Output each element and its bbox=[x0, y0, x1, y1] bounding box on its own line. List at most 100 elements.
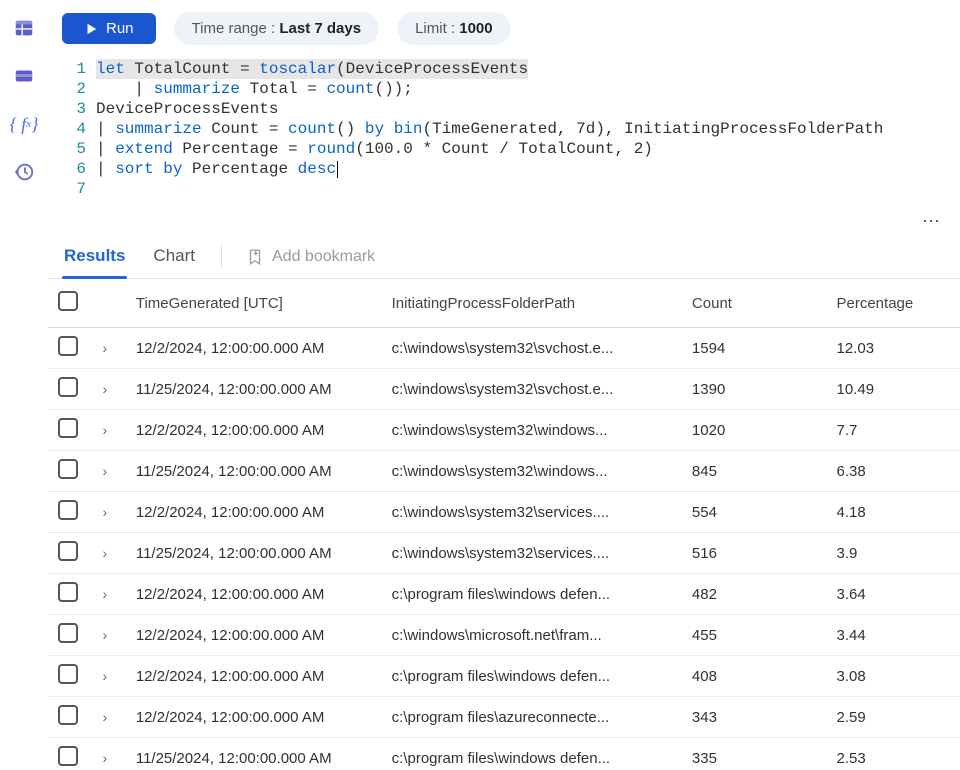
cell-count: 845 bbox=[682, 451, 827, 492]
cell-timegenerated: 11/25/2024, 12:00:00.000 AM bbox=[126, 369, 382, 410]
table-row[interactable]: ›12/2/2024, 12:00:00.000 AMc:\program fi… bbox=[48, 697, 960, 738]
limit-value: 1000 bbox=[459, 20, 492, 37]
row-checkbox[interactable] bbox=[58, 541, 78, 561]
cell-percentage: 3.08 bbox=[827, 656, 960, 697]
expand-icon[interactable]: › bbox=[102, 381, 107, 397]
cell-percentage: 4.18 bbox=[827, 492, 960, 533]
header-percentage[interactable]: Percentage bbox=[827, 279, 960, 328]
header-expander bbox=[92, 279, 125, 328]
table-row[interactable]: › 11/25/2024, 12:00:00.000 AMc:\windows\s… bbox=[48, 369, 960, 410]
bookmark-label: Add bookmark bbox=[272, 248, 375, 266]
cell-folderpath: c:\windows\system32\windows... bbox=[382, 410, 682, 451]
expand-icon[interactable]: › bbox=[102, 586, 107, 602]
table-row[interactable]: › 11/25/2024, 12:00:00.000 AMc:\windows\s… bbox=[48, 451, 960, 492]
cell-timegenerated: 11/25/2024, 12:00:00.000 AM bbox=[126, 533, 382, 574]
header-timegenerated[interactable]: TimeGenerated [UTC] bbox=[126, 279, 382, 328]
header-checkbox[interactable] bbox=[48, 279, 92, 328]
row-checkbox[interactable] bbox=[58, 377, 78, 397]
row-checkbox[interactable] bbox=[58, 336, 78, 356]
run-button[interactable]: Run bbox=[62, 13, 156, 44]
cell-folderpath: c:\program files\windows defen... bbox=[382, 574, 682, 615]
row-checkbox[interactable] bbox=[58, 582, 78, 602]
expand-icon[interactable]: › bbox=[102, 504, 107, 520]
tables-icon[interactable] bbox=[8, 12, 40, 44]
table-row[interactable]: › 11/25/2024, 12:00:00.000 AMc:\windows\s… bbox=[48, 533, 960, 574]
table-row[interactable]: › 12/2/2024, 12:00:00.000 AMc:\windows\sy… bbox=[48, 410, 960, 451]
cell-timegenerated: 12/2/2024, 12:00:00.000 AM bbox=[126, 410, 382, 451]
run-label: Run bbox=[106, 20, 134, 37]
limit-pill[interactable]: Limit : 1000 bbox=[397, 12, 511, 45]
results-table-wrap: TimeGenerated [UTC] InitiatingProcessFol… bbox=[48, 279, 960, 770]
expand-icon[interactable]: › bbox=[102, 627, 107, 643]
cell-folderpath: c:\windows\system32\svchost.e... bbox=[382, 369, 682, 410]
limit-prefix: Limit : bbox=[415, 20, 459, 37]
cell-folderpath: c:\windows\system32\services.... bbox=[382, 492, 682, 533]
query-editor[interactable]: 1234567 let TotalCount = toscalar(Device… bbox=[48, 59, 960, 207]
time-range-pill[interactable]: Time range : Last 7 days bbox=[174, 12, 380, 45]
cell-folderpath: c:\program files\windows defen... bbox=[382, 656, 682, 697]
cell-percentage: 3.9 bbox=[827, 533, 960, 574]
table-row[interactable]: ›12/2/2024, 12:00:00.000 AMc:\windows\mi… bbox=[48, 615, 960, 656]
results-tabbar: Results Chart Add bookmark bbox=[48, 236, 960, 279]
cell-count: 1594 bbox=[682, 328, 827, 369]
table-row[interactable]: ›11/25/2024, 12:00:00.000 AMc:\program f… bbox=[48, 738, 960, 770]
table-row[interactable]: › 12/2/2024, 12:00:00.000 AMc:\program fi… bbox=[48, 574, 960, 615]
cell-count: 335 bbox=[682, 738, 827, 770]
row-checkbox[interactable] bbox=[58, 746, 78, 766]
time-range-prefix: Time range : bbox=[192, 20, 280, 37]
cell-count: 455 bbox=[682, 615, 827, 656]
row-checkbox[interactable] bbox=[58, 664, 78, 684]
row-checkbox[interactable] bbox=[58, 705, 78, 725]
header-count[interactable]: Count bbox=[682, 279, 827, 328]
cell-folderpath: c:\windows\system32\svchost.e... bbox=[382, 328, 682, 369]
main-panel: Run Time range : Last 7 days Limit : 100… bbox=[48, 0, 960, 770]
table-header-row: TimeGenerated [UTC] InitiatingProcessFol… bbox=[48, 279, 960, 328]
row-checkbox[interactable] bbox=[58, 459, 78, 479]
cell-count: 516 bbox=[682, 533, 827, 574]
cell-count: 554 bbox=[682, 492, 827, 533]
row-checkbox[interactable] bbox=[58, 418, 78, 438]
cell-percentage: 2.59 bbox=[827, 697, 960, 738]
cell-percentage: 3.44 bbox=[827, 615, 960, 656]
expand-icon[interactable]: › bbox=[102, 463, 107, 479]
history-icon[interactable] bbox=[8, 156, 40, 188]
expand-icon[interactable]: › bbox=[102, 668, 107, 684]
cell-timegenerated: 12/2/2024, 12:00:00.000 AM bbox=[126, 328, 382, 369]
tab-chart[interactable]: Chart bbox=[151, 236, 197, 278]
cell-folderpath: c:\program files\windows defen... bbox=[382, 738, 682, 770]
cell-folderpath: c:\windows\system32\services.... bbox=[382, 533, 682, 574]
expand-icon[interactable]: › bbox=[102, 545, 107, 561]
cell-percentage: 3.64 bbox=[827, 574, 960, 615]
cell-percentage: 2.53 bbox=[827, 738, 960, 770]
expand-icon[interactable]: › bbox=[102, 422, 107, 438]
time-range-value: Last 7 days bbox=[279, 20, 361, 37]
expand-icon[interactable]: › bbox=[102, 340, 107, 356]
toolbar: Run Time range : Last 7 days Limit : 100… bbox=[48, 0, 960, 59]
cell-timegenerated: 12/2/2024, 12:00:00.000 AM bbox=[126, 615, 382, 656]
table-row[interactable]: ›12/2/2024, 12:00:00.000 AMc:\windows\sy… bbox=[48, 492, 960, 533]
editor-gutter: 1234567 bbox=[48, 59, 96, 199]
expand-icon[interactable]: › bbox=[102, 750, 107, 766]
more-menu-icon[interactable]: ⋯ bbox=[48, 207, 960, 236]
cell-count: 1390 bbox=[682, 369, 827, 410]
cell-folderpath: c:\program files\azureconnecte... bbox=[382, 697, 682, 738]
row-checkbox[interactable] bbox=[58, 623, 78, 643]
tab-results[interactable]: Results bbox=[62, 236, 127, 278]
expand-icon[interactable]: › bbox=[102, 709, 107, 725]
editor-code[interactable]: let TotalCount = toscalar(DeviceProcessE… bbox=[96, 59, 960, 199]
tab-separator bbox=[221, 246, 222, 268]
cell-count: 482 bbox=[682, 574, 827, 615]
row-checkbox[interactable] bbox=[58, 500, 78, 520]
functions-icon[interactable]: { fx} bbox=[8, 108, 40, 140]
card-icon[interactable] bbox=[8, 60, 40, 92]
table-row[interactable]: › 12/2/2024, 12:00:00.000 AMc:\windows\sy… bbox=[48, 328, 960, 369]
cell-timegenerated: 12/2/2024, 12:00:00.000 AM bbox=[126, 574, 382, 615]
table-row[interactable]: › 12/2/2024, 12:00:00.000 AMc:\program fi… bbox=[48, 656, 960, 697]
header-folderpath[interactable]: InitiatingProcessFolderPath bbox=[382, 279, 682, 328]
add-bookmark-button[interactable]: Add bookmark bbox=[246, 248, 375, 266]
cell-folderpath: c:\windows\system32\windows... bbox=[382, 451, 682, 492]
cell-percentage: 12.03 bbox=[827, 328, 960, 369]
cell-timegenerated: 11/25/2024, 12:00:00.000 AM bbox=[126, 451, 382, 492]
cell-count: 408 bbox=[682, 656, 827, 697]
cell-timegenerated: 12/2/2024, 12:00:00.000 AM bbox=[126, 656, 382, 697]
